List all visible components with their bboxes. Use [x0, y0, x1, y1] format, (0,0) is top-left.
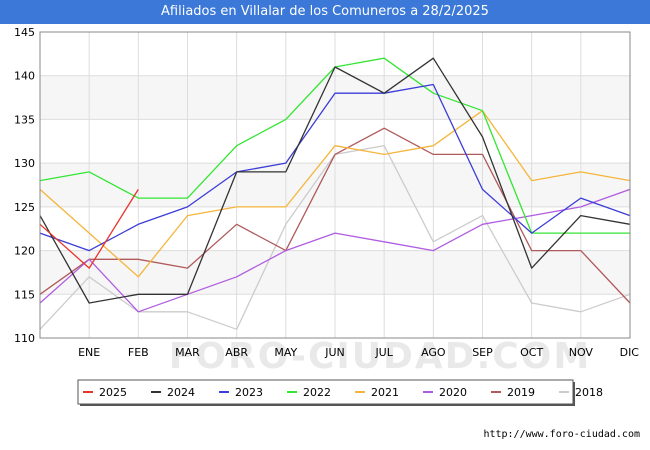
y-tick-label: 120 [14, 245, 35, 258]
y-tick-label: 140 [14, 70, 35, 83]
y-tick-label: 115 [14, 288, 35, 301]
series-line-2019 [39, 127, 631, 304]
chart-title: Afiliados en Villalar de los Comuneros a… [0, 0, 650, 24]
y-tick-label: 135 [14, 113, 35, 126]
watermark: FORO-CIUDAD.COM [169, 336, 591, 377]
legend-label-2018: 2018 [575, 386, 603, 399]
legend-label-2020: 2020 [439, 386, 467, 399]
y-tick-label: 125 [14, 201, 35, 214]
legend-label-2023: 2023 [235, 386, 263, 399]
y-axis-ticks: 110 115 120 125 130 135 140 145 [14, 26, 35, 345]
x-tick-label: OCT [520, 346, 543, 359]
x-tick-label: SEP [472, 346, 493, 359]
x-axis-ticks: ENE FEB MAR ABR MAY JUN JUL AGO SEP OCT NOV DIC [78, 346, 639, 359]
x-tick-label: FEB [128, 346, 149, 359]
series-line-2025 [39, 189, 139, 269]
legend-label-2019: 2019 [507, 386, 535, 399]
y-tick-label: 110 [14, 332, 35, 345]
series-lines [39, 57, 631, 330]
y-tick-label: 145 [14, 26, 35, 39]
legend-label-2025: 2025 [99, 386, 127, 399]
series-line-2024 [39, 57, 631, 304]
x-tick-label: ENE [78, 346, 100, 359]
x-tick-label: ABR [225, 346, 248, 359]
legend-label-2021: 2021 [371, 386, 399, 399]
series-line-2020 [39, 188, 631, 313]
x-tick-label: DIC [620, 346, 640, 359]
legend-label-2024: 2024 [167, 386, 195, 399]
x-tick-label: JUN [324, 346, 345, 359]
x-tick-label: MAY [274, 346, 297, 359]
x-tick-label: NOV [569, 346, 594, 359]
footer-url: http://www.foro-ciudad.com [483, 429, 640, 440]
x-tick-label: MAR [175, 346, 200, 359]
legend: 2025 2024 2023 2022 2021 2020 2019 2018 [77, 379, 603, 406]
series-line-2023 [39, 83, 631, 252]
legend-label-2022: 2022 [303, 386, 331, 399]
x-tick-label: JUL [374, 346, 393, 359]
x-tick-label: AGO [421, 346, 446, 359]
plot-border [39, 31, 631, 339]
series-line-2021 [39, 110, 631, 278]
y-tick-label: 130 [14, 157, 35, 170]
